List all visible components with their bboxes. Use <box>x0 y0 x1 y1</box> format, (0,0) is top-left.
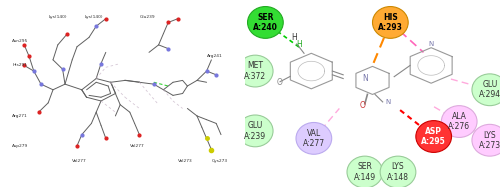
Text: O: O <box>360 101 365 110</box>
Text: Val277: Val277 <box>130 144 144 148</box>
Text: GLU
A:239: GLU A:239 <box>244 121 266 141</box>
Text: Arg271: Arg271 <box>12 114 28 118</box>
Text: N: N <box>385 99 390 105</box>
Text: N: N <box>428 41 434 47</box>
Text: ASP
A:295: ASP A:295 <box>422 127 446 146</box>
Ellipse shape <box>296 122 332 154</box>
Text: Cys273: Cys273 <box>212 159 228 163</box>
Text: His291: His291 <box>12 63 27 68</box>
Ellipse shape <box>238 115 273 147</box>
Text: Asn295: Asn295 <box>12 39 28 43</box>
Text: Arg241: Arg241 <box>206 54 222 58</box>
Text: H: H <box>296 40 302 49</box>
Text: O: O <box>276 78 282 87</box>
Ellipse shape <box>372 7 408 38</box>
Ellipse shape <box>442 106 477 137</box>
Text: SER
A:240: SER A:240 <box>253 13 278 32</box>
Text: HIS
A:293: HIS A:293 <box>378 13 403 32</box>
Text: SER
A:149: SER A:149 <box>354 162 376 182</box>
Ellipse shape <box>347 156 382 187</box>
Ellipse shape <box>472 74 500 106</box>
Text: Val273: Val273 <box>178 159 192 163</box>
Text: MET
A:372: MET A:372 <box>244 61 266 81</box>
Text: N: N <box>362 74 368 83</box>
Text: Lys(140): Lys(140) <box>84 15 102 19</box>
Ellipse shape <box>238 55 273 87</box>
Text: VAL
A:277: VAL A:277 <box>303 129 325 148</box>
Text: Asp279: Asp279 <box>12 144 28 148</box>
Text: LYS
A:148: LYS A:148 <box>387 162 409 182</box>
Text: Lys(140): Lys(140) <box>48 15 66 19</box>
Ellipse shape <box>416 121 452 152</box>
Text: H: H <box>292 33 297 42</box>
Text: Glu239: Glu239 <box>140 15 155 19</box>
Ellipse shape <box>380 156 416 187</box>
Text: GLU
A:294: GLU A:294 <box>478 80 500 99</box>
Ellipse shape <box>248 7 283 38</box>
Ellipse shape <box>472 124 500 156</box>
Text: Val277: Val277 <box>72 159 87 163</box>
Text: ALA
A:276: ALA A:276 <box>448 112 470 131</box>
Text: LYS
A:273: LYS A:273 <box>478 131 500 150</box>
